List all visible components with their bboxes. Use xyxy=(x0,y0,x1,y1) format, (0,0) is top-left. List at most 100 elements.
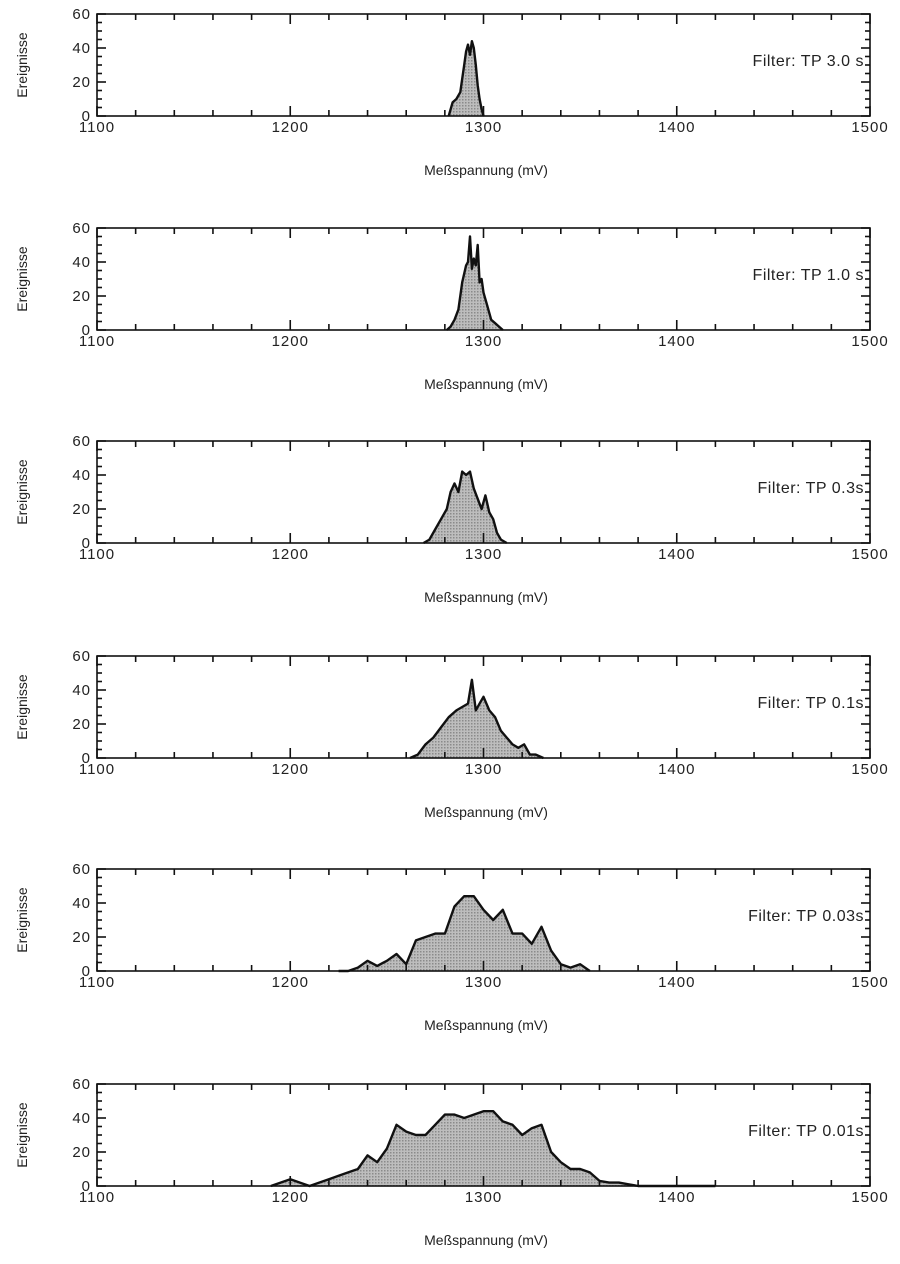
chart-panel-4: 1100 1200 1300 1400 1500 0 20 40 60 Ereignisse Meß… xyxy=(14,648,888,820)
data-point xyxy=(471,40,473,42)
x-tick-label: 1400 xyxy=(658,1189,695,1206)
data-point xyxy=(465,474,467,476)
x-tick-label: 1200 xyxy=(272,1189,309,1206)
x-tick-label: 1200 xyxy=(272,546,309,563)
y-tick-label: 20 xyxy=(72,929,91,946)
data-point xyxy=(415,1134,417,1136)
data-point xyxy=(484,494,486,496)
histogram-series-line xyxy=(445,235,504,331)
data-point xyxy=(434,528,436,531)
data-point xyxy=(560,963,562,965)
data-point xyxy=(318,1182,320,1184)
x-tick-label: 1500 xyxy=(851,119,888,136)
data-point xyxy=(467,44,469,46)
data-point xyxy=(453,319,456,321)
x-tick-label: 1500 xyxy=(851,333,888,350)
data-point xyxy=(488,511,490,513)
data-point xyxy=(492,1110,494,1112)
data-point xyxy=(531,1127,533,1129)
data-point xyxy=(511,743,514,746)
data-point xyxy=(457,309,459,311)
data-point xyxy=(386,960,388,962)
data-point xyxy=(579,1168,581,1170)
data-point xyxy=(455,709,457,712)
data-point xyxy=(405,1131,407,1133)
y-tick-label: 0 xyxy=(82,108,91,125)
x-tick-label: 1100 xyxy=(79,761,115,778)
x-tick-label: 1200 xyxy=(272,974,309,991)
x-axis-label: Meßspannung (mV) xyxy=(424,376,548,392)
data-point xyxy=(465,50,467,53)
data-point xyxy=(473,47,475,49)
data-point xyxy=(450,491,452,493)
x-tick-label: 1100 xyxy=(79,119,115,136)
data-point xyxy=(357,1168,359,1170)
x-tick-label: 1400 xyxy=(658,333,695,350)
data-point xyxy=(488,709,490,712)
y-tick-label: 40 xyxy=(72,1110,91,1127)
data-point xyxy=(452,101,454,103)
y-tick-label: 0 xyxy=(82,750,91,767)
x-axis-label: Meßspannung (mV) xyxy=(424,804,548,820)
data-point xyxy=(424,936,427,938)
data-point xyxy=(434,1124,436,1126)
data-point xyxy=(366,960,369,962)
data-point xyxy=(280,1182,282,1184)
x-axis-label: Meßspannung (mV) xyxy=(424,589,548,605)
data-point xyxy=(506,737,508,739)
histogram-fill xyxy=(270,1111,716,1186)
histogram-fill xyxy=(423,471,507,543)
data-point xyxy=(482,696,485,698)
x-tick-label: 1200 xyxy=(272,333,309,350)
y-tick-label: 20 xyxy=(72,288,91,305)
data-point xyxy=(523,743,525,746)
x-tick-label: 1300 xyxy=(465,761,502,778)
data-point xyxy=(475,64,477,66)
x-tick-label: 1400 xyxy=(658,974,695,991)
data-point xyxy=(357,967,359,969)
data-point xyxy=(477,84,479,86)
data-point xyxy=(440,726,442,729)
y-tick-label: 20 xyxy=(72,1144,91,1161)
data-point xyxy=(432,737,434,739)
data-point xyxy=(440,518,442,520)
x-tick-label: 1500 xyxy=(851,546,888,563)
y-tick-label: 20 xyxy=(72,716,91,733)
data-point xyxy=(453,482,456,485)
data-point xyxy=(496,532,498,534)
data-point xyxy=(550,950,552,952)
data-point xyxy=(415,939,417,942)
data-point xyxy=(461,281,463,283)
data-point xyxy=(471,268,473,270)
data-point xyxy=(417,754,419,756)
data-point xyxy=(473,895,475,897)
y-tick-label: 0 xyxy=(82,535,91,552)
data-point xyxy=(428,539,430,541)
data-point xyxy=(463,64,465,66)
x-tick-label: 1400 xyxy=(658,119,695,136)
data-point xyxy=(473,258,475,260)
data-point xyxy=(481,508,483,510)
y-tick-label: 40 xyxy=(72,682,91,699)
data-point xyxy=(461,471,463,473)
data-point xyxy=(560,1161,562,1163)
y-axis-label: Ereignisse xyxy=(14,459,30,525)
data-point xyxy=(500,539,502,541)
data-point xyxy=(502,1120,504,1122)
x-tick-label: 1300 xyxy=(465,546,502,563)
data-point xyxy=(486,305,488,307)
y-tick-label: 60 xyxy=(72,220,91,237)
y-tick-label: 0 xyxy=(82,1178,91,1195)
x-tick-label: 1100 xyxy=(79,546,115,563)
y-tick-label: 60 xyxy=(72,861,91,878)
chart-panel-2: 1100 1200 1300 1400 1500 0 20 40 60 Ereignisse Meß… xyxy=(14,220,888,392)
y-axis-label: Ereignisse xyxy=(14,1102,30,1168)
data-point xyxy=(347,1171,349,1173)
data-point xyxy=(608,1182,610,1184)
chart-panel-1: 1100 1200 1300 1400 1500 0 20 40 60 Ereignisse Meß… xyxy=(14,6,888,178)
data-point xyxy=(475,264,477,266)
histogram-series-line xyxy=(422,470,508,545)
data-point xyxy=(479,281,481,283)
data-point xyxy=(494,322,496,324)
y-tick-label: 40 xyxy=(72,40,91,57)
